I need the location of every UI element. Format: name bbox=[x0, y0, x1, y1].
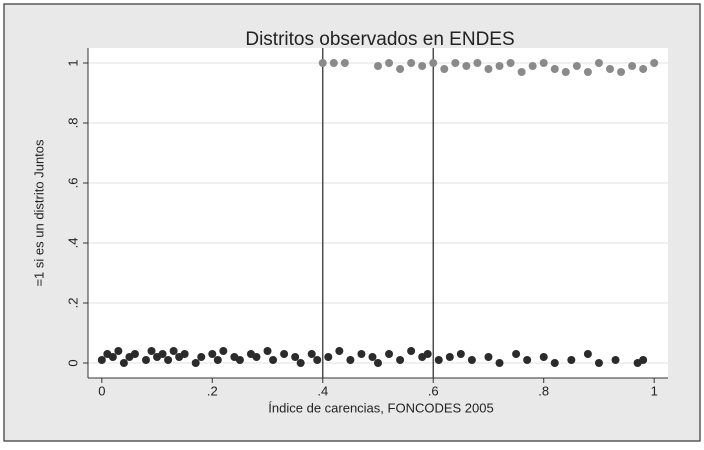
point bbox=[357, 350, 366, 358]
point bbox=[208, 350, 217, 358]
point bbox=[263, 347, 272, 355]
point bbox=[385, 59, 394, 67]
point bbox=[313, 356, 322, 364]
point bbox=[307, 350, 316, 358]
point bbox=[550, 359, 559, 367]
point bbox=[296, 359, 305, 367]
point bbox=[418, 62, 427, 70]
point bbox=[539, 353, 548, 361]
plot-region bbox=[88, 48, 668, 378]
point bbox=[423, 350, 432, 358]
point bbox=[130, 350, 139, 358]
chart-title: Distritos observados en ENDES bbox=[245, 29, 514, 50]
point bbox=[434, 356, 443, 364]
point bbox=[142, 356, 150, 364]
x-tick-label: .2 bbox=[207, 383, 218, 398]
point bbox=[639, 65, 648, 73]
point bbox=[473, 59, 482, 67]
point bbox=[407, 59, 416, 67]
x-tick-label: 1 bbox=[651, 383, 658, 398]
point bbox=[346, 356, 355, 364]
y-tick-label: .6 bbox=[65, 178, 80, 189]
y-tick-label: 1 bbox=[65, 59, 80, 66]
point bbox=[329, 59, 338, 67]
point bbox=[158, 350, 167, 358]
point bbox=[235, 356, 244, 364]
point bbox=[512, 350, 521, 358]
point bbox=[567, 356, 576, 364]
point bbox=[639, 356, 648, 364]
point bbox=[164, 356, 173, 364]
point bbox=[550, 65, 559, 73]
point bbox=[374, 62, 382, 70]
point bbox=[252, 353, 261, 361]
point bbox=[528, 62, 537, 70]
point bbox=[561, 68, 570, 76]
x-tick-label: 0 bbox=[98, 383, 105, 398]
point bbox=[197, 353, 206, 361]
point bbox=[407, 347, 416, 355]
point bbox=[462, 62, 471, 70]
point bbox=[606, 65, 614, 73]
point bbox=[213, 356, 222, 364]
point bbox=[324, 353, 333, 361]
point bbox=[517, 68, 526, 76]
point bbox=[484, 65, 493, 73]
y-tick-label: .8 bbox=[65, 118, 80, 129]
point bbox=[451, 59, 460, 67]
point bbox=[617, 68, 626, 76]
point bbox=[368, 353, 377, 361]
point bbox=[97, 356, 106, 364]
point bbox=[385, 350, 394, 358]
point bbox=[147, 347, 156, 355]
point bbox=[583, 68, 592, 76]
point bbox=[374, 359, 382, 367]
point bbox=[335, 347, 344, 355]
point bbox=[108, 353, 117, 361]
x-tick-label: .8 bbox=[538, 383, 549, 398]
point bbox=[445, 353, 454, 361]
point bbox=[280, 350, 289, 358]
point bbox=[291, 353, 300, 361]
point bbox=[396, 356, 405, 364]
point bbox=[169, 347, 178, 355]
point bbox=[594, 59, 603, 67]
point bbox=[523, 356, 532, 364]
point bbox=[340, 59, 349, 67]
point bbox=[506, 59, 515, 67]
point bbox=[467, 356, 476, 364]
point bbox=[440, 65, 449, 73]
point bbox=[219, 347, 228, 355]
y-tick-label: .2 bbox=[65, 298, 80, 309]
y-axis-label: =1 si es un distrito Juntos bbox=[31, 139, 46, 287]
point bbox=[611, 356, 620, 364]
point bbox=[539, 59, 548, 67]
point bbox=[495, 359, 504, 367]
point bbox=[396, 65, 405, 73]
point bbox=[191, 359, 200, 367]
x-axis-label: Índice de carencias, FONCODES 2005 bbox=[268, 400, 493, 415]
point bbox=[180, 350, 189, 358]
point bbox=[495, 62, 504, 70]
point bbox=[572, 62, 581, 70]
point bbox=[119, 359, 128, 367]
y-tick-label: .4 bbox=[65, 238, 80, 249]
point bbox=[114, 347, 123, 355]
point bbox=[583, 350, 592, 358]
point bbox=[484, 353, 493, 361]
point bbox=[318, 59, 327, 67]
point bbox=[594, 359, 603, 367]
x-tick-label: .6 bbox=[428, 383, 439, 398]
point bbox=[456, 350, 465, 358]
point bbox=[650, 59, 659, 67]
x-tick-label: .4 bbox=[317, 383, 328, 398]
point bbox=[429, 59, 438, 67]
y-tick-label: 0 bbox=[65, 359, 80, 366]
point bbox=[628, 62, 637, 70]
point bbox=[269, 356, 278, 364]
